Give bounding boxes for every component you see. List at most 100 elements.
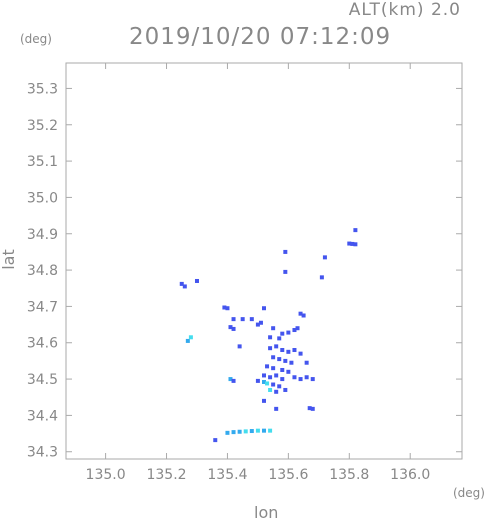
data-point [262, 373, 266, 378]
altitude-label: ALT(km) 2.0 [348, 0, 461, 20]
data-point [265, 364, 270, 369]
data-point [280, 331, 285, 336]
y-tick-label: 35.3 [27, 81, 58, 97]
x-tick-label: 135.2 [146, 467, 186, 483]
data-point [286, 369, 291, 374]
data-point [271, 326, 276, 331]
data-point [304, 375, 309, 380]
data-point [228, 325, 233, 330]
y-unit-label: (deg) [20, 32, 52, 46]
data-points [179, 228, 358, 443]
data-point [194, 278, 199, 283]
data-point [292, 328, 297, 333]
data-point [243, 429, 248, 434]
data-point [268, 375, 273, 380]
data-point [280, 348, 285, 353]
y-tick-label: 35.0 [27, 190, 58, 206]
x-tick-label: 135.6 [268, 467, 308, 483]
data-point [292, 348, 297, 353]
data-point [225, 430, 230, 435]
y-tick-label: 34.4 [27, 408, 58, 424]
data-point [249, 429, 254, 434]
data-point [307, 406, 312, 411]
data-point [271, 366, 276, 371]
data-point [231, 326, 236, 331]
data-point [179, 281, 184, 286]
data-point [262, 306, 266, 311]
data-point [280, 377, 285, 382]
data-point [213, 438, 218, 443]
data-point [222, 305, 227, 310]
plot-frame [65, 62, 463, 460]
data-point [274, 389, 279, 394]
y-tick-label: 34.3 [27, 445, 58, 461]
x-axis-label: lon [254, 503, 279, 522]
data-point [188, 335, 193, 340]
y-tick-label: 34.9 [27, 227, 58, 243]
data-point [283, 269, 288, 274]
chart-datetime-title: 2019/10/20 07:12:09 [129, 24, 392, 50]
data-point [271, 355, 276, 360]
data-point [274, 406, 279, 411]
data-point [283, 249, 288, 254]
data-point [231, 430, 236, 435]
data-point [255, 428, 260, 433]
data-point [268, 346, 273, 351]
data-point [228, 377, 233, 382]
data-point [301, 313, 306, 318]
data-point [283, 358, 288, 363]
data-point [298, 377, 303, 382]
x-tick-label: 135.0 [86, 467, 126, 483]
data-point [249, 317, 254, 322]
y-tick-label: 34.5 [27, 372, 58, 388]
data-point [231, 378, 236, 383]
data-point [280, 367, 285, 372]
data-point [255, 322, 260, 327]
data-point [310, 377, 315, 382]
data-point [277, 357, 282, 362]
data-point [277, 384, 282, 389]
y-tick-label: 34.8 [27, 263, 58, 279]
data-point [237, 429, 242, 434]
x-unit-label: (deg) [453, 486, 485, 500]
data-point [262, 398, 266, 403]
data-point [304, 360, 309, 365]
x-tick-label: 135.4 [207, 467, 247, 483]
data-point [277, 336, 282, 341]
data-point [298, 311, 303, 316]
data-point [231, 317, 236, 322]
y-tick-label: 35.2 [27, 118, 58, 134]
data-point [255, 378, 260, 383]
data-point [268, 387, 273, 392]
data-point [268, 335, 273, 340]
data-point [322, 255, 327, 260]
data-point [350, 241, 355, 246]
data-point [185, 338, 190, 343]
data-point [295, 326, 300, 331]
data-point [237, 344, 242, 349]
data-point [265, 381, 270, 386]
data-point [283, 387, 288, 392]
data-point [274, 373, 279, 378]
x-tick-label: 136.0 [390, 467, 430, 483]
data-point [353, 242, 358, 247]
axis-ticks: 135.0 135.2 135.4 135.6 135.8 136.0 34.3 34.4 34… [27, 63, 462, 483]
data-point [271, 382, 276, 387]
data-point [258, 320, 263, 325]
data-point [292, 375, 297, 380]
data-point [274, 344, 279, 349]
data-point [286, 330, 291, 335]
data-point [182, 284, 187, 289]
data-point [268, 428, 273, 433]
data-point [225, 306, 230, 311]
data-point [319, 275, 324, 280]
x-tick-label: 135.8 [329, 467, 369, 483]
data-point [262, 379, 266, 384]
data-point [298, 351, 303, 356]
y-tick-label: 34.6 [27, 336, 58, 352]
data-point [289, 360, 294, 365]
data-point [240, 317, 245, 322]
data-point [262, 428, 266, 433]
data-point [347, 241, 352, 246]
